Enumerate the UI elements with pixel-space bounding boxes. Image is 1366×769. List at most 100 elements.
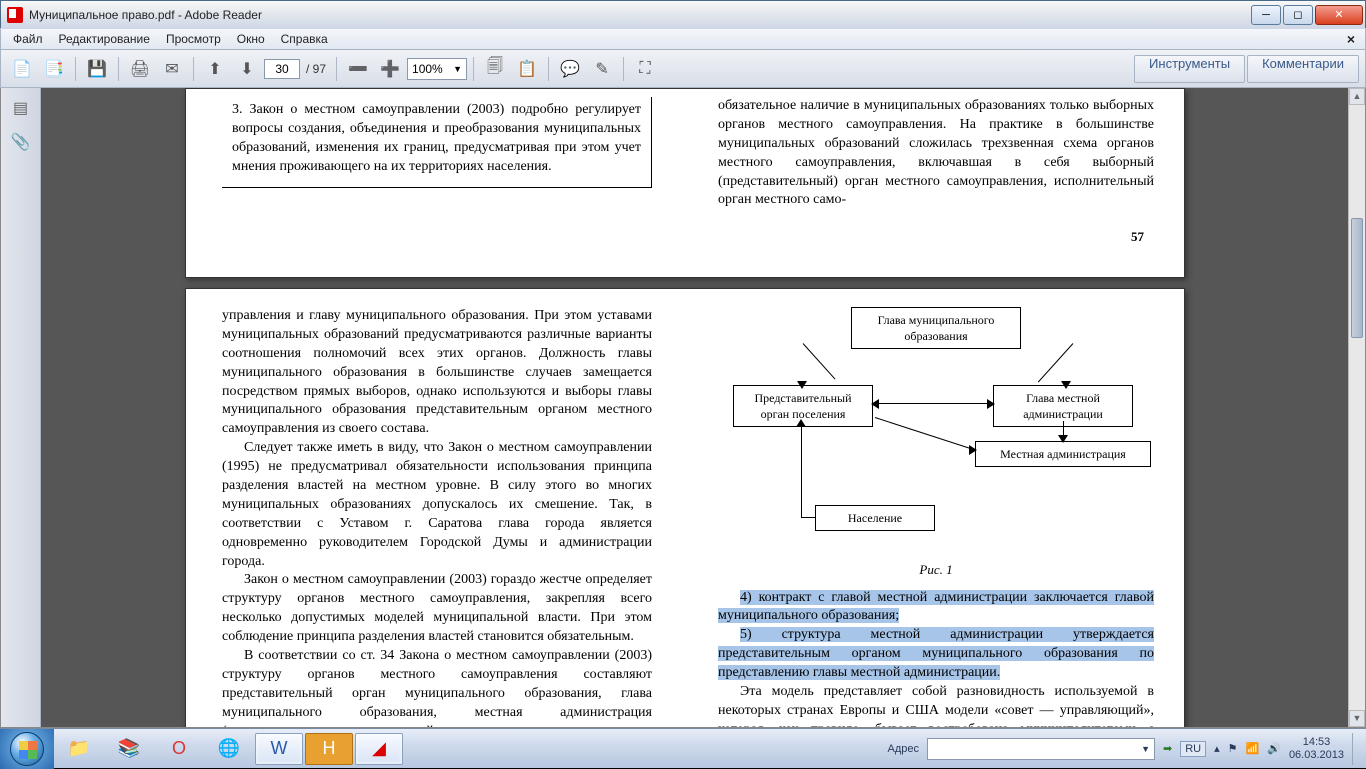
tray-volume-icon[interactable]: 🔊 [1267,742,1281,755]
arrow-icon [1058,435,1068,443]
arrow-icon [797,381,807,389]
diagram-node-admin: Местная администрация [975,441,1151,467]
zoom-level-select[interactable]: 100% ▼ [407,58,467,80]
scroll-up-icon[interactable]: ▲ [1349,88,1365,105]
read-mode-icon[interactable]: ⛶ [630,55,660,83]
text-run: Эта модель представляет собой разновидно… [718,684,1154,727]
diagram-caption: Рис. 1 [718,561,1154,579]
start-button[interactable] [0,729,54,769]
pdf-icon [7,7,23,23]
content-area: ▤ 📎 3. Закон о местном самоуправлении (2… [0,88,1366,728]
tray-flag-icon[interactable]: ⚑ [1228,742,1238,755]
diagram-edge [803,343,836,379]
arrow-icon [987,399,995,409]
menubar: Файл Редактирование Просмотр Окно Справк… [0,28,1366,50]
minimize-button[interactable]: ─ [1251,5,1281,25]
text-paragraph: Закон о местном самоуправлении (2003) го… [222,571,652,647]
taskbar-item-opera[interactable]: O [155,733,203,765]
comment-icon[interactable]: 💬 [555,55,585,83]
page-up-icon[interactable]: ⬆ [200,55,230,83]
diagram-edge [875,403,991,404]
scrollbar-thumb[interactable] [1351,218,1363,338]
text-paragraph: 5) структура местной администрации утвер… [718,626,1154,683]
language-indicator[interactable]: RU [1180,741,1206,757]
menu-view[interactable]: Просмотр [158,30,229,48]
thumbnails-icon[interactable]: ▤ [9,96,33,120]
diagram-edge [875,417,974,450]
zoom-out-icon[interactable]: ➖ [343,55,373,83]
text-paragraph: В соответствии со ст. 34 Закона о местно… [222,647,652,727]
scroll-down-icon[interactable]: ▼ [1349,710,1365,727]
taskbar-item-explorer[interactable]: 📁 [55,733,103,765]
arrow-icon [796,419,806,427]
zoom-value: 100% [412,62,443,76]
tool-b-icon[interactable]: 📋 [512,55,542,83]
arrow-icon [871,399,879,409]
tools-panel-button[interactable]: Инструменты [1134,55,1245,83]
toolbar-separator [75,57,76,81]
org-diagram: Глава муниципального образования Предста… [721,307,1151,557]
windows-orb-icon [10,732,44,766]
taskbar-item-reader[interactable]: ◢ [355,733,403,765]
address-label: Адрес [888,743,920,755]
diagram-edge [801,517,815,518]
toolbar: 📄 📑 💾 🖨 ✉ ⬆ ⬇ / 97 ➖ ➕ 100% ▼ 🗐 📋 💬 ✎ ⛶ И… [0,50,1366,88]
document-close-button[interactable]: × [1341,31,1361,47]
page-down-icon[interactable]: ⬇ [232,55,262,83]
text-paragraph: Следует также иметь в виду, что Закон о … [222,439,652,571]
vertical-scrollbar[interactable]: ▲ ▼ [1348,88,1365,727]
highlight-icon[interactable]: ✎ [587,55,617,83]
toolbar-separator [193,57,194,81]
text-block: обязательное наличие в муниципальных обр… [718,97,1154,210]
chevron-down-icon: ▼ [1141,744,1150,754]
clock-date: 06.03.2013 [1289,749,1344,761]
taskbar-item-app[interactable]: H [305,733,353,765]
menu-file[interactable]: Файл [5,30,51,48]
document-viewport[interactable]: 3. Закон о местном самоуправлении (2003)… [41,88,1365,727]
window-title: Муниципальное право.pdf - Adobe Reader [29,8,1249,22]
diagram-edge [1038,343,1074,382]
tray-network-icon[interactable]: 📶 [1246,742,1260,755]
highlighted-text: 4) контракт с главой местной администрац… [718,590,1154,624]
close-button[interactable]: ✕ [1315,5,1363,25]
menu-help[interactable]: Справка [273,30,336,48]
taskbar-item-winrar[interactable]: 📚 [105,733,153,765]
attachments-icon[interactable]: 📎 [9,130,33,154]
tray-go-icon[interactable]: ➡ [1163,742,1172,755]
navigation-panel: ▤ 📎 [1,88,41,727]
clock[interactable]: 14:53 06.03.2013 [1289,736,1344,760]
menu-edit[interactable]: Редактирование [51,30,158,48]
page-number-input[interactable] [264,59,300,79]
zoom-in-icon[interactable]: ➕ [375,55,405,83]
maximize-button[interactable]: ◻ [1283,5,1313,25]
diagram-node-head: Глава муниципального образования [851,307,1021,349]
window-controls: ─ ◻ ✕ [1249,5,1363,25]
address-input[interactable]: ▼ [927,738,1155,760]
export-icon[interactable]: 📑 [39,55,69,83]
show-desktop-button[interactable] [1352,733,1360,765]
pdf-page-current: управления и главу муниципального образо… [185,288,1185,727]
diagram-edge [801,421,802,517]
highlighted-text: 5) структура местной администрации утвер… [718,627,1154,680]
page-number-label: 57 [1131,229,1144,245]
menu-window[interactable]: Окно [229,30,273,48]
toolbar-separator [336,57,337,81]
tool-a-icon[interactable]: 🗐 [480,55,510,83]
taskbar-item-chrome[interactable]: 🌐 [205,733,253,765]
taskbar-item-word[interactable]: W [255,733,303,765]
text-paragraph: Эта модель представляет собой разновидно… [718,683,1154,727]
toolbar-separator [118,57,119,81]
save-icon[interactable]: 💾 [82,55,112,83]
arrow-icon [1061,381,1071,389]
diagram-node-pop: Население [815,505,935,531]
tray-arrow-icon[interactable]: ▴ [1214,742,1220,755]
email-icon[interactable]: ✉ [157,55,187,83]
chevron-down-icon: ▼ [453,64,462,74]
page-total-label: / 97 [302,62,330,76]
clock-time: 14:53 [1289,736,1344,748]
pdf-page-prev: 3. Закон о местном самоуправлении (2003)… [185,88,1185,278]
open-icon[interactable]: 📄 [7,55,37,83]
text-paragraph: управления и главу муниципального образо… [222,307,652,439]
comments-panel-button[interactable]: Комментарии [1247,55,1359,83]
print-icon[interactable]: 🖨 [125,55,155,83]
